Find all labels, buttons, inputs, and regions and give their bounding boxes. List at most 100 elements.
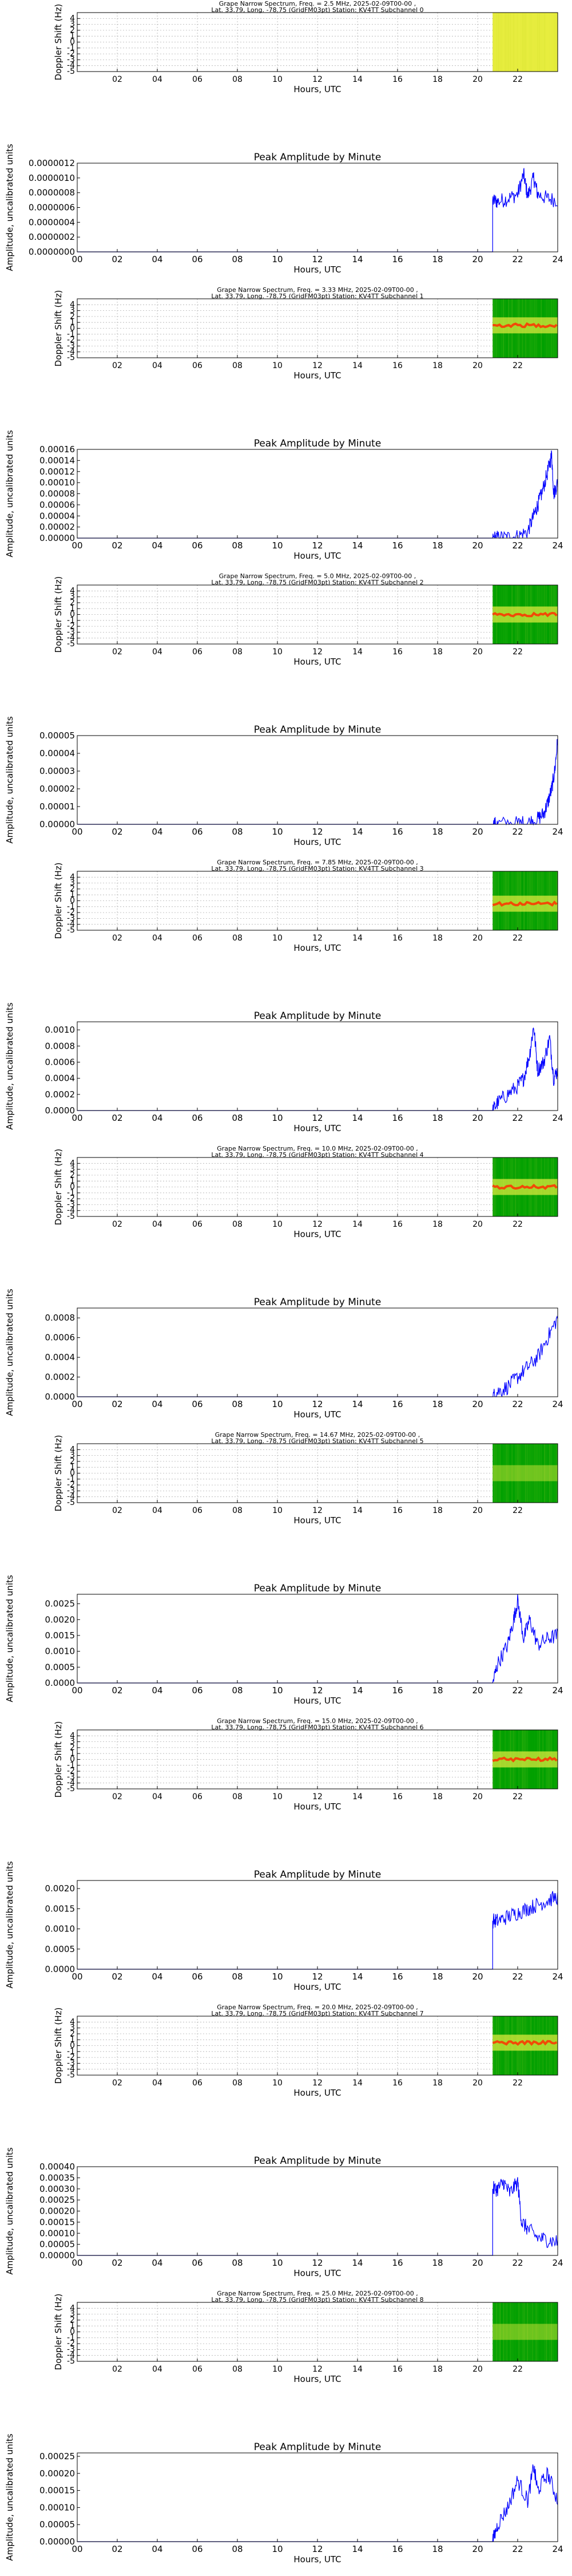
spectrogram-streak <box>553 13 554 72</box>
spectrogram-streak <box>530 13 532 72</box>
y-tick-label: 1 <box>70 1749 75 1758</box>
x-tick-label: 16 <box>392 2079 403 2088</box>
y-tick-label: 2 <box>70 2316 75 2325</box>
y-tick-label: -5 <box>67 1498 75 1507</box>
x-tick-label: 08 <box>232 2365 243 2374</box>
x-tick-label: 22 <box>513 1506 523 1515</box>
y-tick-label: 3 <box>70 1451 75 1460</box>
spectrogram-streak <box>510 13 511 72</box>
x-tick-label: 22 <box>513 2079 523 2088</box>
x-tick-label: 06 <box>192 1506 202 1515</box>
y-tick-label: 0.00000 <box>39 533 75 543</box>
x-tick-label: 02 <box>112 1971 122 1982</box>
spectrogram-streak <box>520 1444 522 1503</box>
spectrogram-streak <box>517 2302 518 2361</box>
spectrogram-streak <box>529 2302 530 2361</box>
x-tick-label: 16 <box>392 1685 403 1696</box>
spectrogram-streak <box>511 13 513 72</box>
x-tick-label: 06 <box>192 361 202 370</box>
spectrogram-streak <box>518 2302 520 2361</box>
x-tick-label: 04 <box>152 254 162 264</box>
chart-title: Grape Narrow Spectrum, Freq. = 3.33 MHz,… <box>217 286 418 294</box>
chart-title: Grape Narrow Spectrum, Freq. = 5.0 MHz, … <box>219 572 416 580</box>
x-tick-label: 02 <box>112 2079 122 2088</box>
spectrogram-streak <box>556 13 558 72</box>
x-tick-label: 16 <box>392 647 403 657</box>
y-tick-label: 0 <box>70 324 75 333</box>
x-tick-label: 14 <box>352 2365 363 2374</box>
y-tick-label: -1 <box>67 1761 75 1770</box>
y-tick-label: 0.00010 <box>39 2228 75 2238</box>
y-tick-label: 0.00002 <box>39 784 75 794</box>
x-tick-label: 04 <box>152 2079 162 2088</box>
chart-title: Grape Narrow Spectrum, Freq. = 7.85 MHz,… <box>217 859 418 866</box>
y-tick-label: 0.0008 <box>45 1041 76 1051</box>
y-tick-label: 3 <box>70 1737 75 1747</box>
chart-subtitle: Lat. 33.79, Long. -78.75 (GridFM03pt) St… <box>211 293 423 300</box>
x-axis-label: Hours, UTC <box>293 1515 341 1526</box>
y-tick-label: -3 <box>67 2059 75 2068</box>
amplitude-chart: Peak Amplitude by Minute0.000000.000050.… <box>5 2147 563 2278</box>
y-tick-label: 4 <box>70 1731 75 1740</box>
x-tick-label: 08 <box>232 1792 243 1801</box>
x-axis-label: Hours, UTC <box>293 1982 341 1992</box>
x-tick-label: 24 <box>552 2544 563 2554</box>
spectrogram-streak <box>553 1444 554 1503</box>
y-tick-label: 0 <box>70 1469 75 1478</box>
x-tick-label: 12 <box>312 1792 323 1801</box>
spectrogram-streak <box>551 2302 553 2361</box>
y-tick-label: 4 <box>70 1445 75 1454</box>
x-tick-label: 22 <box>512 540 523 551</box>
spectrogram-streak <box>515 2302 517 2361</box>
y-tick-label: 0.0002 <box>45 1372 76 1382</box>
x-tick-label: 02 <box>112 1399 122 1409</box>
x-tick-label: 06 <box>192 254 202 264</box>
doppler-band <box>492 2324 558 2340</box>
y-tick-label: 0.0000 <box>45 1392 76 1402</box>
x-tick-label: 06 <box>192 2544 202 2554</box>
plot-frame <box>77 2452 558 2542</box>
x-tick-label: 18 <box>432 254 443 264</box>
x-tick-label: 06 <box>192 1113 202 1123</box>
y-tick-label: -3 <box>67 341 75 350</box>
plot-frame <box>77 1880 558 1970</box>
x-tick-label: 22 <box>512 1113 523 1123</box>
x-axis-label: Hours, UTC <box>293 264 341 275</box>
x-tick-label: 20 <box>472 1971 483 1982</box>
y-tick-label: -1 <box>67 616 75 625</box>
y-tick-label: 0 <box>70 1755 75 1764</box>
x-tick-label: 14 <box>352 2079 363 2088</box>
amplitude-chart: Peak Amplitude by Minute0.000000.000020.… <box>5 430 563 561</box>
y-tick-label: -5 <box>67 926 75 935</box>
y-tick-label: 0.00002 <box>39 522 75 532</box>
x-tick-label: 18 <box>432 2544 443 2554</box>
y-tick-label: 0.00005 <box>39 2519 75 2530</box>
x-tick-label: 08 <box>232 1685 243 1696</box>
x-tick-label: 16 <box>392 934 403 943</box>
x-tick-label: 04 <box>152 1399 162 1409</box>
x-tick-label: 14 <box>352 1792 363 1801</box>
x-tick-label: 12 <box>312 361 323 370</box>
x-tick-label: 20 <box>472 1113 483 1123</box>
y-tick-label: 1 <box>70 604 75 613</box>
y-axis-label: Doppler Shift (Hz) <box>53 1435 63 1512</box>
y-tick-label: 0.0025 <box>45 1599 76 1609</box>
y-tick-label: 1 <box>70 318 75 327</box>
x-tick-label: 06 <box>192 1220 202 1229</box>
y-tick-label: 0.0000012 <box>29 158 75 168</box>
spectrogram-streak <box>496 1444 498 1503</box>
x-axis-label: Hours, UTC <box>293 2268 341 2278</box>
x-tick-label: 20 <box>472 2079 483 2088</box>
y-tick-label: 0.0020 <box>45 1614 76 1625</box>
x-tick-label: 04 <box>152 1506 162 1515</box>
y-tick-label: -2 <box>67 908 75 917</box>
y-tick-label: 0.0015 <box>45 1903 76 1914</box>
y-tick-label: -5 <box>67 2071 75 2080</box>
x-tick-label: 16 <box>392 1792 403 1801</box>
y-tick-label: 2 <box>70 26 75 35</box>
x-tick-label: 14 <box>352 361 363 370</box>
y-tick-label: 4 <box>70 586 75 595</box>
y-tick-label: 0.00035 <box>39 2172 75 2183</box>
x-tick-label: 16 <box>392 2365 403 2374</box>
